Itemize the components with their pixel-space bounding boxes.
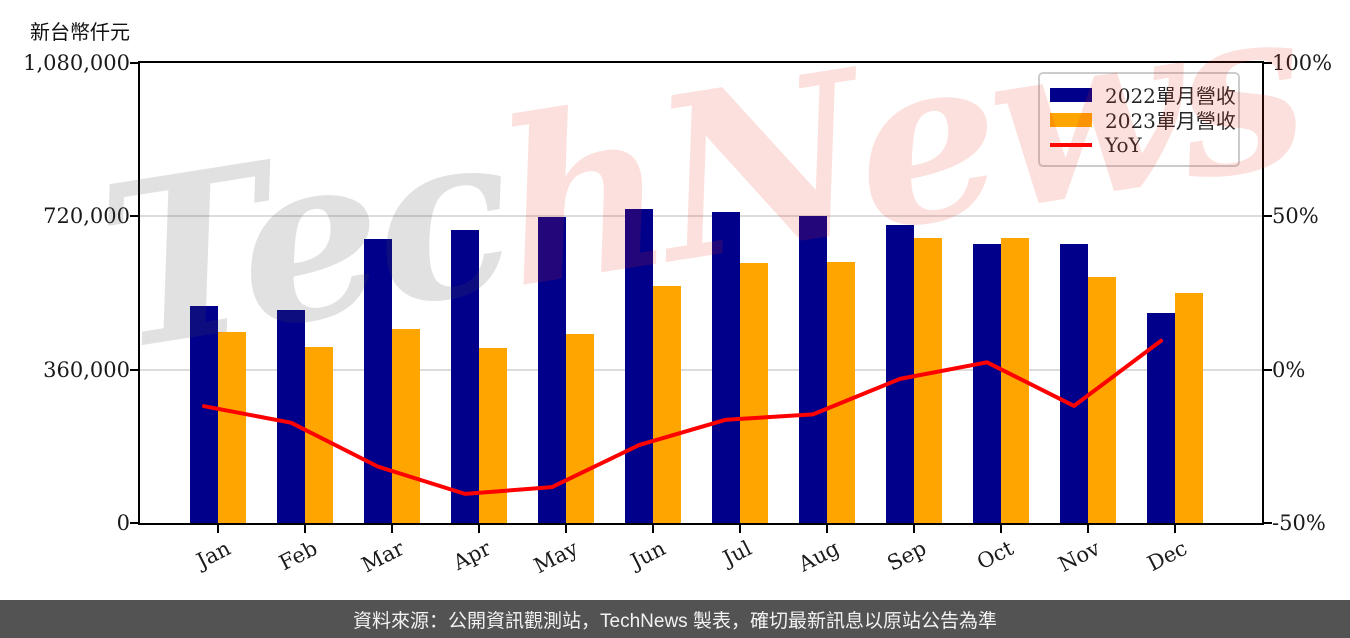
- legend-item: 2022單月營收: [1050, 82, 1236, 108]
- x-tick-label-apr: Apr: [449, 536, 495, 575]
- bar-2022-jan: [190, 305, 218, 523]
- x-tick-label-may: May: [530, 536, 582, 579]
- x-tick: [565, 525, 567, 533]
- legend: 2022單月營收 2023單月營收 YoY: [1038, 72, 1240, 167]
- left-tick: [130, 368, 138, 371]
- x-tick: [1087, 525, 1089, 533]
- bar-2023-jan: [218, 332, 246, 523]
- right-tick: [1264, 62, 1272, 64]
- right-tick-label: 0%: [1272, 357, 1306, 382]
- x-tick: [217, 525, 219, 533]
- x-tick: [478, 525, 480, 533]
- x-tick: [913, 525, 915, 533]
- x-tick-label-jun: Jun: [626, 536, 669, 574]
- left-tick: [130, 522, 138, 524]
- source-footer: 資料來源：公開資訊觀測站，TechNews 製表，確切最新訊息以原站公告為準: [0, 600, 1350, 638]
- bar-2022-oct: [973, 244, 1001, 523]
- bar-2022-may: [538, 216, 566, 523]
- legend-color-swatch: [1050, 87, 1092, 102]
- bar-2023-dec: [1175, 293, 1203, 523]
- bar-2022-aug: [799, 215, 827, 523]
- x-tick-label-jul: Jul: [719, 536, 756, 571]
- x-tick-label-oct: Oct: [972, 536, 1017, 575]
- legend-item: 2023單月營收: [1050, 107, 1236, 133]
- x-tick: [304, 525, 306, 533]
- x-tick: [739, 525, 741, 533]
- bar-2022-mar: [364, 238, 392, 523]
- right-tick-label: 100%: [1272, 51, 1333, 75]
- bar-2023-aug: [827, 262, 855, 523]
- x-tick-label-jan: Jan: [192, 536, 234, 574]
- legend-label: 2023單月營收: [1105, 109, 1236, 133]
- gridline-50pct: [140, 215, 1262, 218]
- bar-2022-nov: [1060, 244, 1088, 523]
- legend-label: YoY: [1105, 132, 1142, 157]
- bar-2022-jun: [625, 209, 653, 523]
- left-tick-label: 720,000: [43, 204, 130, 229]
- left-tick-label: 1,080,000: [23, 51, 130, 75]
- right-tick-label: -50%: [1272, 511, 1326, 535]
- x-tick: [826, 525, 828, 533]
- x-tick: [391, 525, 393, 533]
- x-tick-label-aug: Aug: [794, 536, 843, 577]
- right-tick: [1264, 368, 1272, 371]
- left-tick-label: 0: [116, 511, 130, 535]
- bar-2023-sep: [914, 238, 942, 523]
- x-tick-label-nov: Nov: [1054, 536, 1104, 577]
- legend-line-swatch: [1050, 142, 1092, 147]
- bar-2023-may: [566, 333, 594, 523]
- left-tick: [130, 215, 138, 218]
- legend-item: YoY: [1050, 132, 1228, 157]
- right-tick: [1264, 522, 1272, 524]
- x-tick-label-mar: Mar: [357, 536, 408, 578]
- yoy-line: [202, 338, 1163, 496]
- left-tick: [130, 62, 138, 64]
- bar-2023-jul: [740, 262, 768, 523]
- bar-2022-jul: [712, 211, 740, 523]
- bar-2023-jun: [653, 286, 681, 523]
- bar-2022-apr: [451, 229, 479, 523]
- bar-2023-nov: [1088, 276, 1116, 523]
- bar-2023-mar: [392, 328, 420, 523]
- x-tick: [1000, 525, 1002, 533]
- bar-2022-feb: [277, 310, 305, 523]
- left-tick-label: 360,000: [43, 357, 130, 382]
- x-tick-label-dec: Dec: [1143, 536, 1191, 577]
- x-tick: [652, 525, 654, 533]
- x-tick-label-feb: Feb: [274, 536, 321, 576]
- y-axis-title: 新台幣仟元: [30, 20, 130, 44]
- legend-color-swatch: [1050, 112, 1092, 127]
- legend-label: 2022單月營收: [1105, 84, 1236, 108]
- right-tick-label: 50%: [1272, 204, 1319, 229]
- gridline-0pct: [140, 368, 1262, 371]
- right-tick: [1264, 215, 1272, 218]
- bar-2022-sep: [886, 224, 914, 523]
- x-tick: [1174, 525, 1176, 533]
- x-tick-label-sep: Sep: [883, 536, 930, 576]
